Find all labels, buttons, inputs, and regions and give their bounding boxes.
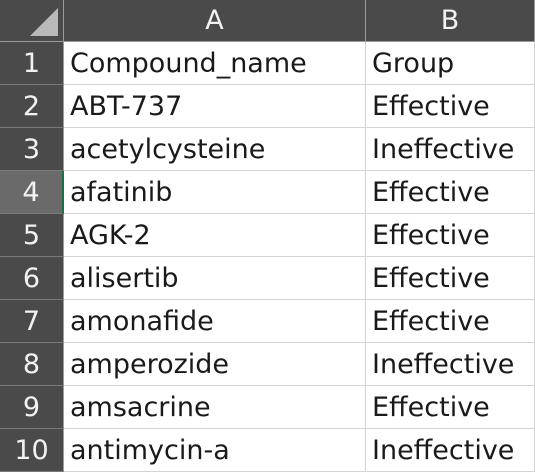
cell-a8[interactable]: amperozide	[64, 343, 366, 386]
cell-a4[interactable]: afatinib	[64, 171, 366, 214]
row-header[interactable]: 5	[0, 214, 64, 257]
cell-b8[interactable]: Ineffective	[366, 343, 535, 386]
row-header[interactable]: 7	[0, 300, 64, 343]
cell-b7[interactable]: Effective	[366, 300, 535, 343]
cell-a3[interactable]: acetylcysteine	[64, 128, 366, 171]
cell-a9[interactable]: amsacrine	[64, 386, 366, 429]
cell-a1[interactable]: Compound_name	[64, 42, 366, 85]
cell-b6[interactable]: Effective	[366, 257, 535, 300]
cell-a2[interactable]: ABT-737	[64, 85, 366, 128]
row-header[interactable]: 9	[0, 386, 64, 429]
select-all-triangle-icon	[30, 8, 58, 36]
cell-b5[interactable]: Effective	[366, 214, 535, 257]
cell-a7[interactable]: amonafide	[64, 300, 366, 343]
cell-b3[interactable]: Ineffective	[366, 128, 535, 171]
row-header-selected[interactable]: 4	[0, 171, 64, 214]
column-header-a[interactable]: A	[64, 0, 366, 42]
row-header[interactable]: 3	[0, 128, 64, 171]
row-header[interactable]: 1	[0, 42, 64, 85]
column-header-b[interactable]: B	[366, 0, 535, 42]
row-header[interactable]: 10	[0, 429, 64, 472]
cell-a5[interactable]: AGK-2	[64, 214, 366, 257]
cell-a6[interactable]: alisertib	[64, 257, 366, 300]
row-header[interactable]: 8	[0, 343, 64, 386]
cell-b10[interactable]: Ineffective	[366, 429, 535, 472]
cell-b2[interactable]: Effective	[366, 85, 535, 128]
row-header[interactable]: 6	[0, 257, 64, 300]
cell-b9[interactable]: Effective	[366, 386, 535, 429]
cell-b4[interactable]: Effective	[366, 171, 535, 214]
select-all-corner[interactable]	[0, 0, 64, 42]
row-header[interactable]: 2	[0, 85, 64, 128]
cell-b1[interactable]: Group	[366, 42, 535, 85]
cell-a10[interactable]: antimycin-a	[64, 429, 366, 472]
